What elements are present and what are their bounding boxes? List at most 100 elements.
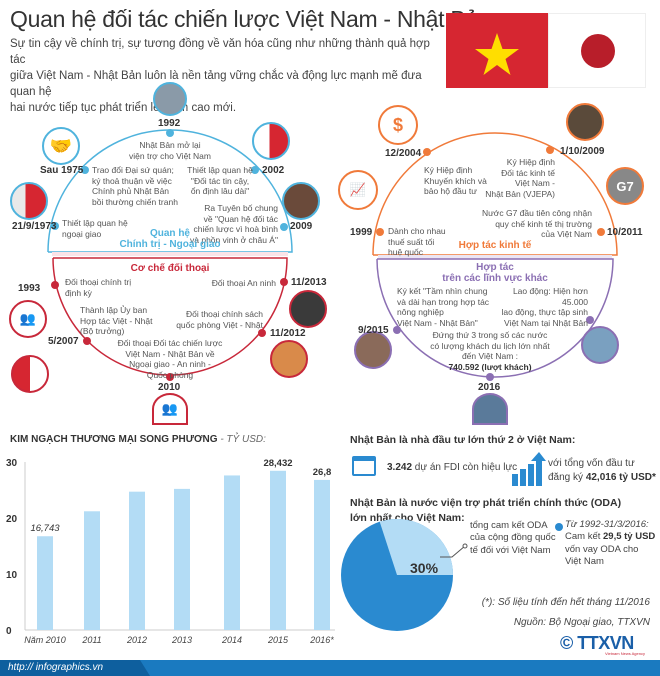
- economy-base: [378, 255, 612, 259]
- fdi-projects-count: 3.242: [387, 462, 413, 473]
- date-label: 1993: [18, 283, 41, 294]
- footer-url-link[interactable]: http:// infographics.vn: [8, 662, 104, 673]
- event-text: Thiết lập quan hệ ngoại giao: [62, 218, 128, 239]
- date-label: 1/10/2009: [560, 146, 605, 157]
- event-text: Trao đổi Đại sứ quán; ký thoả thuận về v…: [92, 165, 178, 207]
- event-text: Dành cho nhau thuế suất tối huệ quốc: [388, 226, 446, 258]
- other-label-line1: Hợp tác: [476, 262, 514, 273]
- event-text: Ký Hiệp định Khuyến khích và bảo hộ đầu …: [424, 165, 487, 197]
- bar: [84, 511, 100, 630]
- pie-slice-japan: [379, 519, 453, 575]
- oda-period: Từ 1992-31/3/2016:: [565, 519, 649, 530]
- event-text: Thành lập Ủy ban Hợp tác Việt - Nhật (Bộ…: [80, 305, 153, 337]
- date-label: 11/2013: [291, 277, 327, 288]
- labor-photo: [581, 326, 619, 364]
- tourism-photo: [472, 393, 508, 425]
- date-label: 5/2007: [48, 336, 79, 347]
- event-text: Đối thoại Đối tác chiến lược Việt Nam - …: [117, 338, 223, 380]
- oda-pie-chart: [341, 519, 453, 631]
- x-tick-label: 2013: [171, 635, 192, 645]
- growth-arrow-icon: [512, 452, 546, 486]
- x-tick-label: 2011: [81, 635, 101, 645]
- oda-legend: Từ 1992-31/3/2016: Cam kết 29,5 tỷ USD vốn…: [565, 519, 655, 568]
- handshake-flags-photo: [10, 182, 48, 220]
- defense-dialogue-photo: [270, 340, 308, 378]
- chart-title: KIM NGẠCH THƯƠNG MẠI SONG PHƯƠNG - TỶ US…: [10, 434, 266, 445]
- fdi-capital: với tổng vốn đầu tư đăng ký 42,016 tỷ USD…: [548, 457, 656, 485]
- date-label: 21/9/1973: [12, 221, 57, 232]
- japan-flag: [548, 13, 646, 88]
- vietnam-flag: [446, 13, 548, 88]
- date-label: 11/2012: [270, 328, 306, 339]
- handshake-icon: 🤝: [42, 127, 80, 165]
- bar: [270, 470, 286, 630]
- event-text: Nhật Bản mở lại viện trợ cho Việt Nam: [129, 140, 211, 161]
- economy-dots: [376, 146, 605, 236]
- vjepa-signing-photo: [566, 103, 604, 141]
- timeline-arcs: [47, 129, 618, 381]
- logo-text: TTXVN: [577, 633, 634, 653]
- agriculture-signing-photo: [354, 331, 392, 369]
- vn-jp-flags-icon: [11, 355, 49, 393]
- politics-base: [52, 252, 288, 256]
- event-text: Đứng thứ 3 trong số các nước có lượng kh…: [430, 330, 550, 373]
- date-label: 10/2011: [607, 227, 643, 238]
- star-icon: [475, 33, 519, 75]
- footnote: (*): Số liệu tính đến hết tháng 11/2016: [481, 597, 650, 608]
- bar: [129, 491, 145, 630]
- logo-subtitle: Vietnam News Agency: [605, 651, 645, 656]
- date-label: 1992: [158, 118, 181, 129]
- pie-callout-line: [440, 543, 468, 558]
- event-text: Lao động: Hiện hơn 45.000 lao động, thực…: [501, 286, 589, 328]
- data-label: 28,432: [263, 458, 292, 469]
- fdi-capital-value: 42,016 tỷ USD*: [585, 472, 656, 483]
- flags-icon: [252, 122, 290, 160]
- oda-commitment: 29,5 tỷ USD: [603, 531, 656, 543]
- tourism-count: 740.592 (lượt khách): [448, 361, 532, 372]
- event-text: Đối thoại chính sách quốc phòng Việt - N…: [176, 309, 263, 330]
- dialogue-label: Cơ chế đối thoại: [130, 263, 210, 274]
- other-label-line2: trên các lĩnh vực khác: [442, 273, 548, 284]
- date-label: 2010: [158, 382, 181, 393]
- y-tick-label: 20: [6, 514, 18, 525]
- copyright-icon: ©: [560, 633, 573, 653]
- page-subtitle: Sự tin cậy về chính trị, sự tương đồng v…: [10, 38, 430, 115]
- bar: [174, 488, 190, 630]
- event-text: Đối thoại chính trị định kỳ: [65, 277, 132, 298]
- event-text: Thiết lập quan hệ "Đối tác tin cậy, ổn đ…: [187, 165, 253, 197]
- aid-photo: [153, 82, 187, 116]
- growth-chart-icon: 📈: [338, 170, 378, 210]
- x-tick-label: 2015: [267, 635, 289, 645]
- chart-title-text: KIM NGẠCH THƯƠNG MẠI SONG PHƯƠNG: [10, 434, 218, 445]
- chart-unit: - TỶ USD:: [220, 434, 266, 445]
- y-tick-label: 0: [6, 626, 12, 637]
- politics-label-line1: Quan hệ: [149, 228, 190, 239]
- politics-label-line2: Chính trị - Ngoại giao: [119, 239, 221, 250]
- x-tick-label: 2012: [126, 635, 147, 645]
- dialogue-dots: [51, 278, 288, 381]
- data-label: 26,8: [313, 467, 332, 478]
- economy-label: Hợp tác kinh tế: [458, 240, 532, 251]
- economy-arc: [372, 132, 618, 256]
- security-dialogue-photo: [289, 290, 327, 328]
- oda-legend-text: Cam kết: [565, 531, 604, 543]
- bar: [314, 479, 330, 630]
- x-tick-label: 2016*: [309, 635, 334, 645]
- fdi-projects-text: dự án FDI còn hiệu lực: [412, 462, 518, 473]
- event-text: Ký Hiệp định Đối tác kinh tế Việt Nam - …: [485, 157, 555, 199]
- other-arc: [376, 258, 614, 378]
- oda-percent-label: 30%: [410, 560, 439, 576]
- bar: [224, 475, 240, 630]
- fdi-projects: 3.242 dự án FDI còn hiệu lực: [387, 462, 517, 473]
- x-tick-label: 2014: [221, 635, 242, 645]
- event-text: Ký kết "Tầm nhìn chung và dài hạn trong …: [397, 286, 490, 328]
- date-label: 9/2015: [358, 325, 389, 336]
- bar: [37, 536, 53, 630]
- fdi-heading: Nhật Bản là nhà đầu tư lớn thứ 2 ở Việt …: [350, 434, 576, 446]
- meeting-table-icon: 👥: [9, 300, 47, 338]
- date-label: Sau 1975: [40, 165, 84, 176]
- other-dots: [393, 316, 594, 381]
- date-label: 1999: [350, 227, 373, 238]
- page-title: Quan hệ đối tác chiến lược Việt Nam - Nh…: [10, 6, 491, 32]
- trade-bar-chart: 0 10 20 30 Năm 2010 16,743 2011 2012 2013 2014 201…: [6, 458, 335, 645]
